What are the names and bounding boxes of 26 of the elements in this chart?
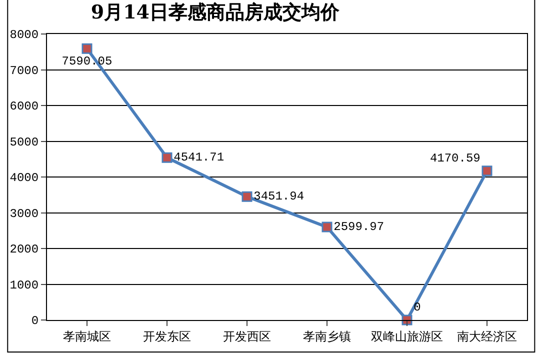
y-tick-label: 4000 bbox=[10, 171, 39, 186]
x-tick-label: 开发西区 bbox=[223, 329, 271, 344]
x-tick-label: 孝南乡镇 bbox=[303, 329, 351, 344]
x-tick-label: 开发东区 bbox=[143, 329, 191, 344]
y-tick-label: 8000 bbox=[10, 28, 39, 42]
y-tick-label: 2000 bbox=[10, 242, 39, 257]
data-label: 0 bbox=[414, 300, 421, 314]
y-tick-label: 0 bbox=[31, 314, 39, 328]
x-tick-label: 孝南城区 bbox=[63, 329, 111, 344]
y-tick-label: 7000 bbox=[10, 64, 39, 78]
chart-title: 9月14日孝感商品房成交均价 bbox=[90, 2, 341, 24]
y-tick-label: 1000 bbox=[10, 278, 39, 292]
point bbox=[242, 191, 252, 202]
point bbox=[82, 43, 92, 54]
data-label: 4170.59 bbox=[430, 151, 480, 166]
data-label: 2599.97 bbox=[334, 220, 384, 234]
data-label: 3451.94 bbox=[254, 190, 304, 204]
y-tick-label: 5000 bbox=[10, 135, 39, 150]
data-label: 4541.71 bbox=[174, 150, 224, 165]
x-tick-label: 南大经济区 bbox=[457, 329, 517, 344]
point bbox=[322, 222, 332, 232]
y-tick-label: 3000 bbox=[10, 206, 39, 221]
point bbox=[162, 152, 172, 163]
point bbox=[482, 166, 492, 176]
x-tick-label: 双峰山旅游区 bbox=[371, 329, 443, 344]
y-tick-label: 6000 bbox=[10, 100, 39, 114]
